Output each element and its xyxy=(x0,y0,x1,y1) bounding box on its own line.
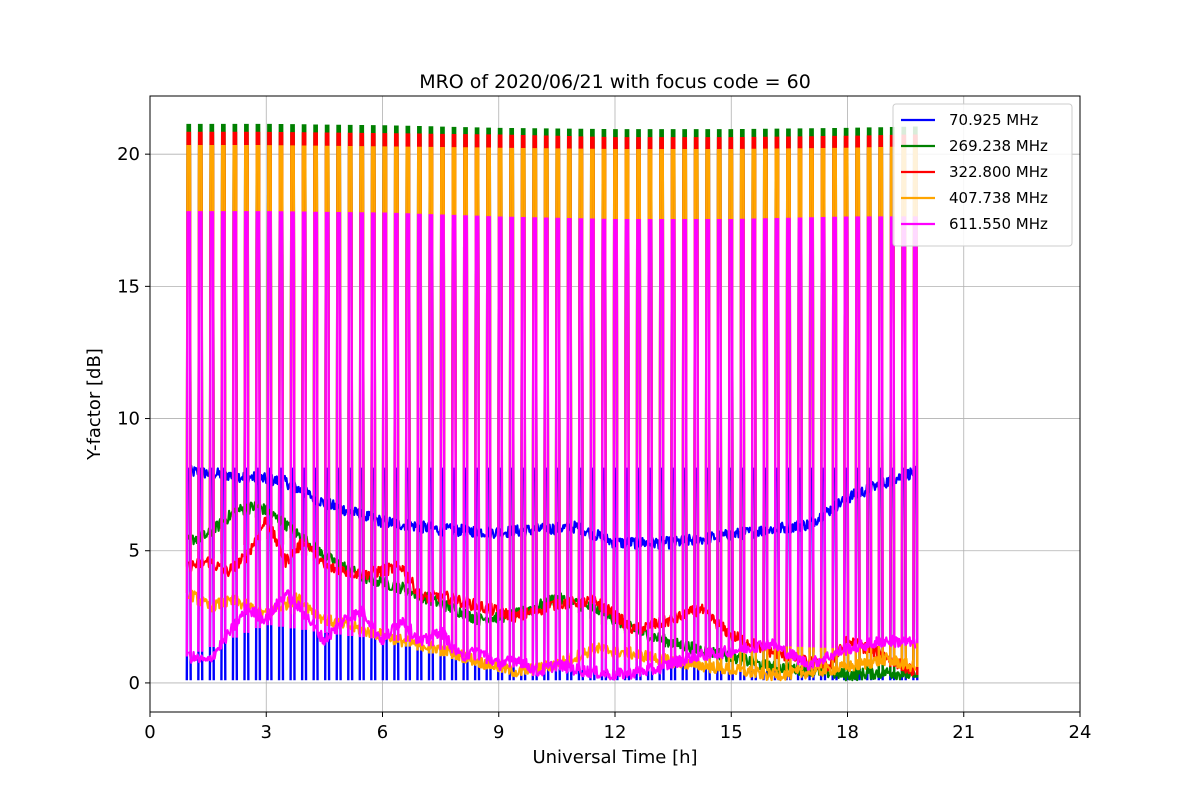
y-tick-label: 15 xyxy=(117,276,140,297)
x-tick-label: 15 xyxy=(720,722,743,743)
x-tick-label: 21 xyxy=(952,722,975,743)
series-spikes xyxy=(185,123,919,678)
y-tick-label: 10 xyxy=(117,409,140,430)
series-spikes xyxy=(185,211,919,675)
legend: 70.925 MHz 269.238 MHz 322.800 MHz 407.738 … xyxy=(892,103,1073,247)
series-spikes xyxy=(185,131,919,675)
series-2 xyxy=(185,131,919,677)
x-tick-label: 6 xyxy=(377,722,388,743)
x-tick-label: 9 xyxy=(493,722,504,743)
legend-label: 407.738 MHz xyxy=(949,189,1048,207)
x-tick-label: 24 xyxy=(1069,722,1092,743)
x-tick-label: 0 xyxy=(144,722,155,743)
series-spikes xyxy=(185,145,919,673)
y-tick-label: 20 xyxy=(117,144,140,165)
legend-label: 611.550 MHz xyxy=(949,215,1048,233)
y-tick-label: 5 xyxy=(129,541,140,562)
series-layer xyxy=(185,123,919,682)
series-spikes xyxy=(185,467,919,681)
series-0 xyxy=(185,464,919,681)
legend-box xyxy=(892,103,1073,247)
legend-item: 70.925 MHz xyxy=(901,111,1038,129)
series-baseline-line xyxy=(187,464,917,550)
tick-layer: 0 3 6 9 12 15 18 21 24 0 5 10 15 20 xyxy=(117,144,1091,743)
legend-label: 70.925 MHz xyxy=(949,111,1038,129)
y-tick-label: 0 xyxy=(129,673,140,694)
x-tick-label: 18 xyxy=(836,722,859,743)
x-tick-label: 3 xyxy=(261,722,272,743)
x-axis-label: Universal Time [h] xyxy=(532,747,697,768)
x-tick-label: 12 xyxy=(604,722,627,743)
series-4 xyxy=(185,211,919,681)
series-baseline-line xyxy=(187,589,917,681)
legend-label: 322.800 MHz xyxy=(949,163,1048,181)
chart-title: MRO of 2020/06/21 with focus code = 60 xyxy=(419,71,811,93)
legend-item: 611.550 MHz xyxy=(901,215,1048,233)
legend-label: 269.238 MHz xyxy=(949,137,1048,155)
legend-item: 407.738 MHz xyxy=(901,189,1048,207)
legend-item: 322.800 MHz xyxy=(901,163,1048,181)
y-axis-label: Y-factor [dB] xyxy=(84,348,105,461)
legend-item: 269.238 MHz xyxy=(901,137,1048,155)
